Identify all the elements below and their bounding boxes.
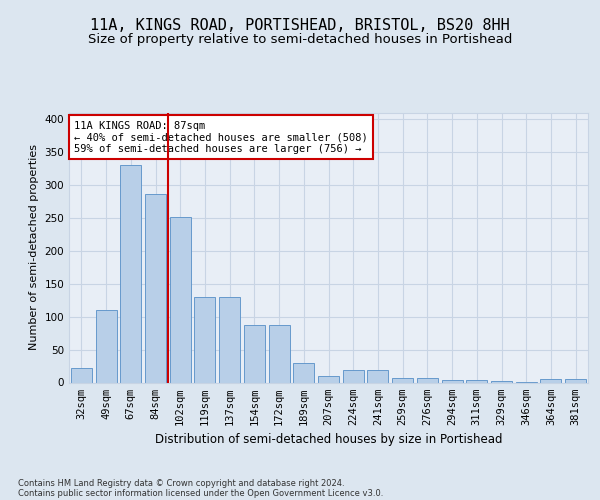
Y-axis label: Number of semi-detached properties: Number of semi-detached properties	[29, 144, 39, 350]
Bar	[565, 379, 586, 382]
Bar	[417, 378, 438, 382]
Bar	[71, 368, 92, 382]
Text: Contains HM Land Registry data © Crown copyright and database right 2024.: Contains HM Land Registry data © Crown c…	[18, 478, 344, 488]
Bar	[219, 297, 240, 382]
Bar	[244, 324, 265, 382]
Bar	[466, 380, 487, 382]
Text: Contains public sector information licensed under the Open Government Licence v3: Contains public sector information licen…	[18, 488, 383, 498]
Bar	[170, 216, 191, 382]
Text: 11A KINGS ROAD: 87sqm
← 40% of semi-detached houses are smaller (508)
59% of sem: 11A KINGS ROAD: 87sqm ← 40% of semi-deta…	[74, 120, 368, 154]
Bar	[269, 324, 290, 382]
Bar	[293, 362, 314, 382]
Bar	[145, 194, 166, 382]
Bar	[95, 310, 116, 382]
Bar	[194, 297, 215, 382]
Text: 11A, KINGS ROAD, PORTISHEAD, BRISTOL, BS20 8HH: 11A, KINGS ROAD, PORTISHEAD, BRISTOL, BS…	[90, 18, 510, 32]
Bar	[318, 376, 339, 382]
Bar	[120, 165, 141, 382]
Bar	[367, 370, 388, 382]
X-axis label: Distribution of semi-detached houses by size in Portishead: Distribution of semi-detached houses by …	[155, 433, 502, 446]
Bar	[392, 378, 413, 382]
Bar	[491, 381, 512, 382]
Bar	[442, 380, 463, 382]
Bar	[541, 379, 562, 382]
Bar	[343, 370, 364, 382]
Text: Size of property relative to semi-detached houses in Portishead: Size of property relative to semi-detach…	[88, 32, 512, 46]
